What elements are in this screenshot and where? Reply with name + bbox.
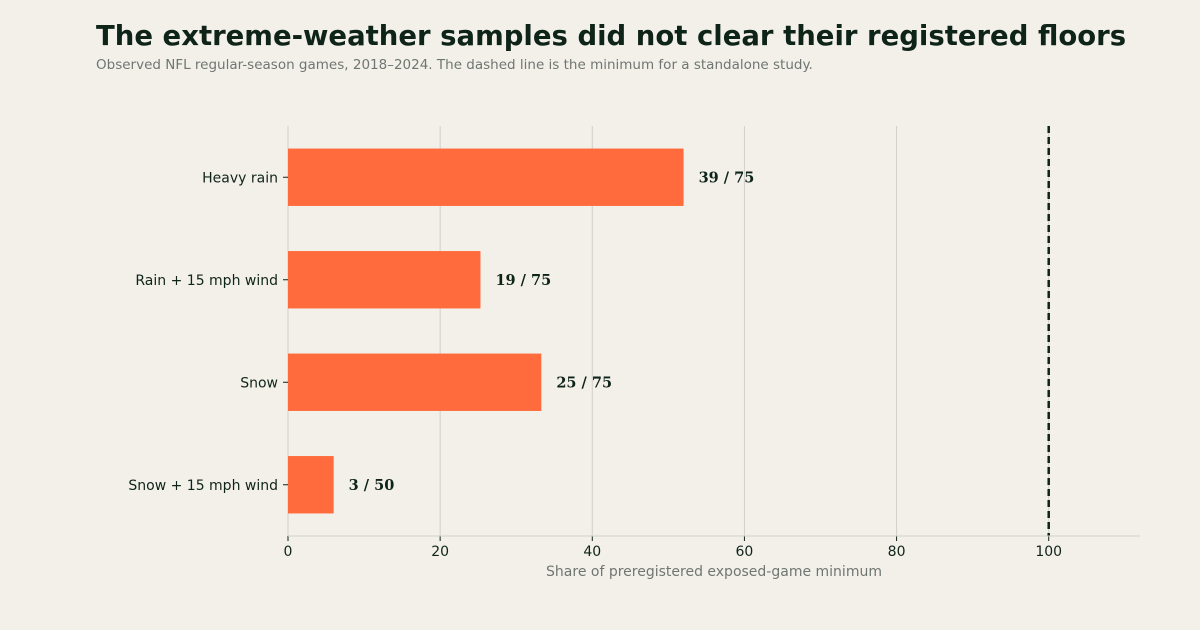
category-label-1: Rain + 15 mph wind xyxy=(135,273,278,289)
axis-layer: 0 20 40 60 80 100 xyxy=(283,176,1140,560)
value-label-2: 25 / 75 xyxy=(556,374,612,391)
labels-layer: Heavy rain 39 / 75 Rain + 15 mph wind 19 / … xyxy=(128,169,754,494)
bar-0 xyxy=(288,148,684,206)
category-label-0: Heavy rain xyxy=(202,170,278,186)
category-label-2: Snow xyxy=(240,375,278,391)
chart-title: The extreme-weather samples did not clea… xyxy=(96,20,1127,52)
x-tick-label-20: 20 xyxy=(431,544,449,560)
x-tick-label-80: 80 xyxy=(888,544,906,560)
category-label-3: Snow + 15 mph wind xyxy=(128,478,278,494)
value-label-1: 19 / 75 xyxy=(495,272,551,289)
bar-3 xyxy=(288,456,334,514)
x-axis-title: Share of preregistered exposed-game mini… xyxy=(546,564,882,580)
value-label-3: 3 / 50 xyxy=(349,477,395,494)
bar-1 xyxy=(288,251,481,309)
bar-2 xyxy=(288,353,542,411)
x-tick-label-60: 60 xyxy=(736,544,754,560)
chart-subtitle: Observed NFL regular-season games, 2018–… xyxy=(96,57,813,73)
bars-layer xyxy=(288,148,684,514)
x-tick-label-40: 40 xyxy=(583,544,601,560)
value-label-0: 39 / 75 xyxy=(699,169,755,186)
x-tick-label-100: 100 xyxy=(1035,544,1062,560)
x-tick-label-0: 0 xyxy=(284,544,293,560)
